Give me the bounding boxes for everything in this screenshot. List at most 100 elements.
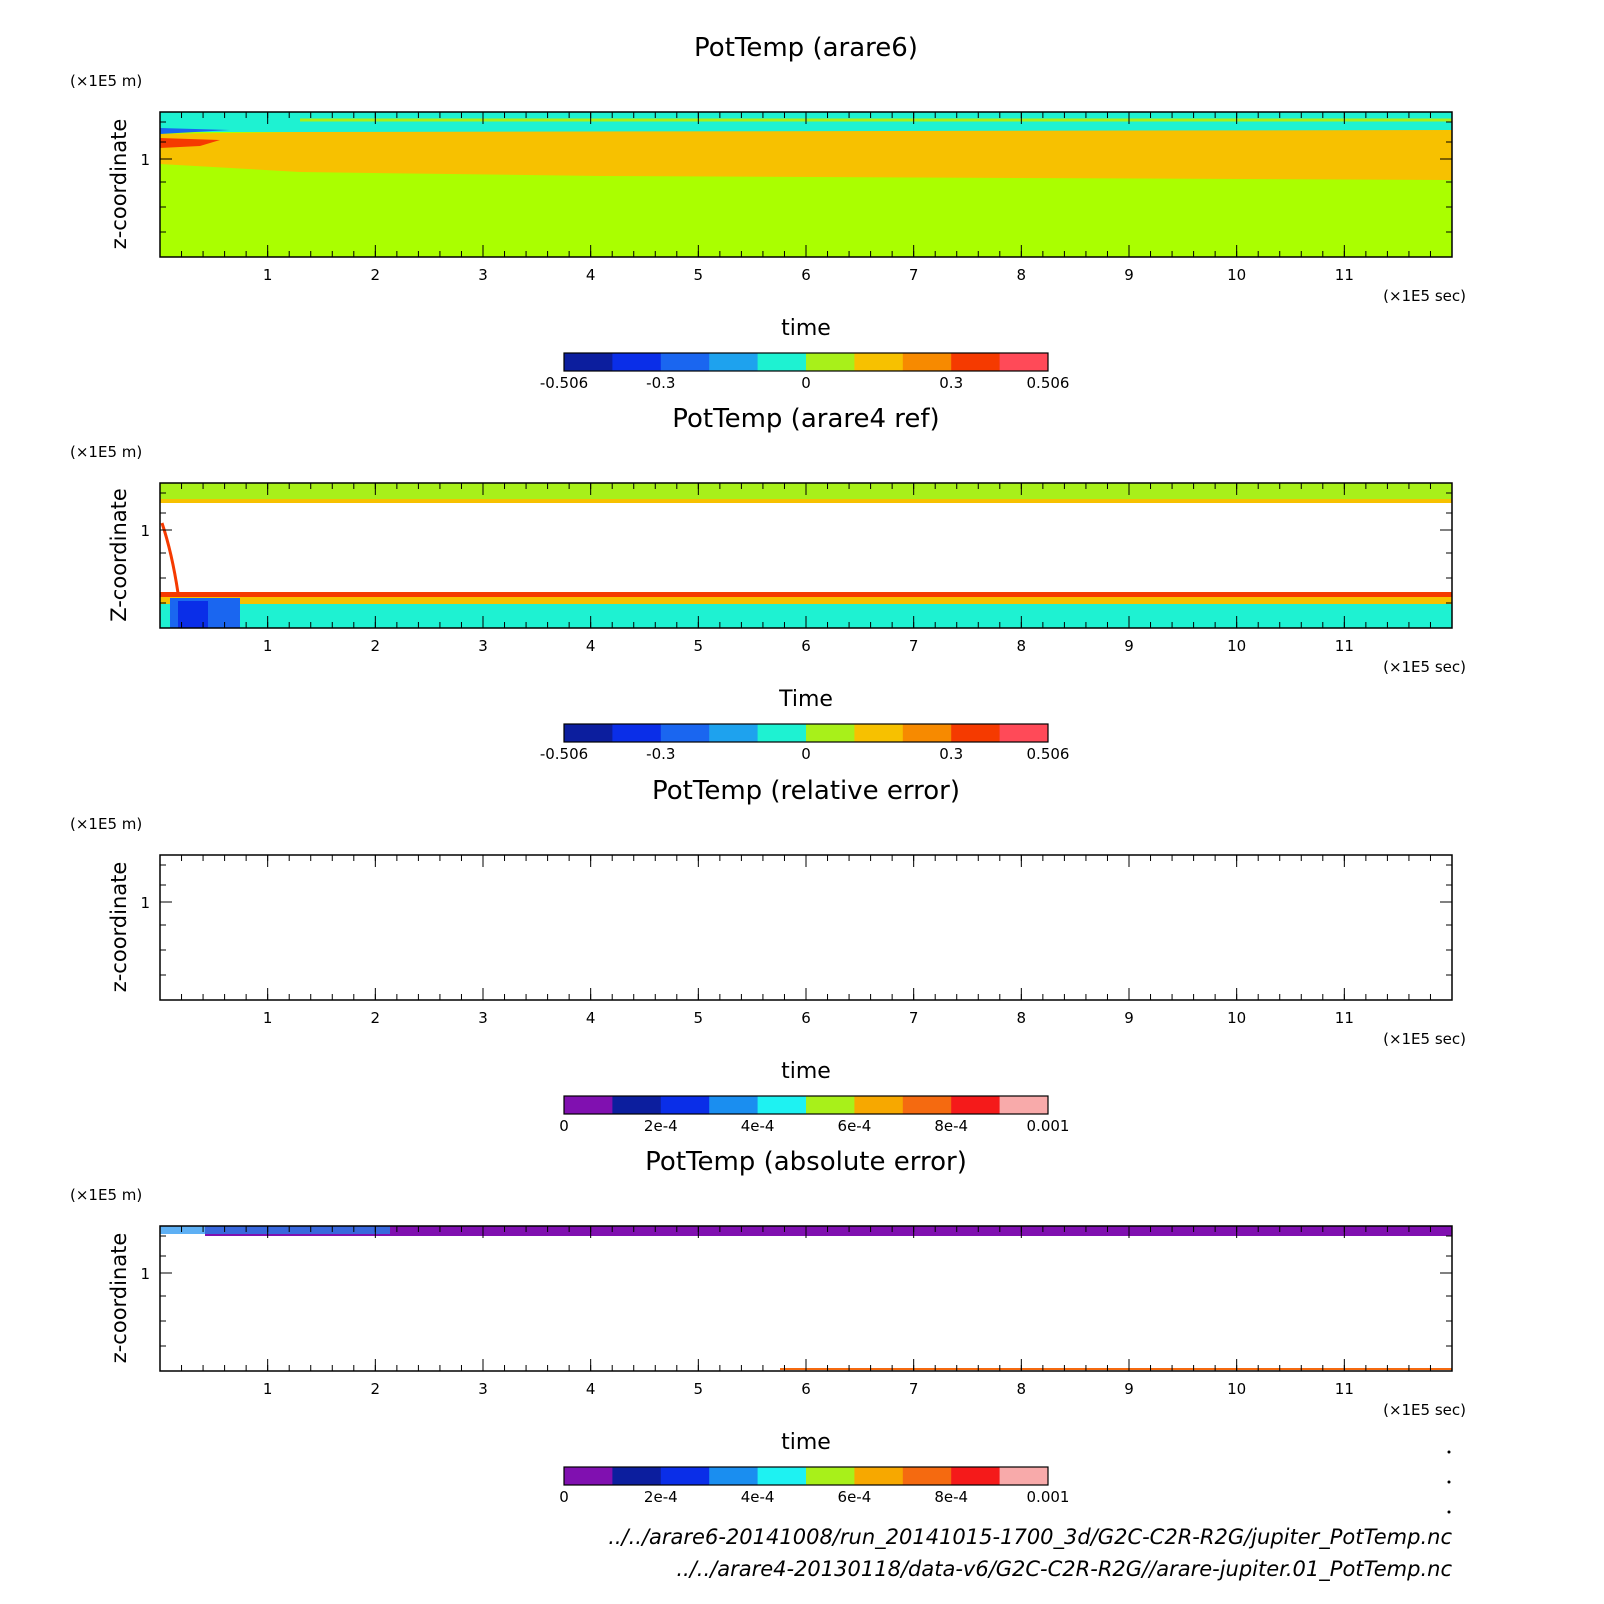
x-unit-label: (×1E5 sec): [1383, 1401, 1466, 1419]
x-tick-label: 6: [801, 1380, 811, 1398]
x-axis-label: time: [781, 1059, 831, 1084]
y-axis-label: Z-coordinate: [107, 488, 131, 622]
x-tick-label: 2: [371, 266, 381, 284]
colorbar-swatch: [757, 1467, 807, 1485]
colorbar-label: 0.3: [939, 745, 963, 763]
field-red-line: [160, 592, 1452, 597]
x-unit-label: (×1E5 sec): [1383, 658, 1466, 676]
x-tick-label: 6: [801, 637, 811, 655]
field-blue-speckle: [160, 1226, 390, 1234]
x-tick-label: 8: [1017, 1380, 1027, 1398]
x-tick-label: 3: [478, 637, 488, 655]
x-tick-label: 5: [694, 637, 704, 655]
colorbar-label: 6e-4: [838, 1117, 872, 1135]
field-orange-band: [160, 130, 1452, 180]
x-tick-label: 11: [1335, 266, 1354, 284]
colorbar-swatch: [902, 1096, 952, 1114]
x-tick-label: 1: [263, 1380, 273, 1398]
x-tick-label: 1: [263, 1009, 273, 1027]
colorbar: -0.506 -0.3 0 0.3 0.506: [540, 352, 1070, 392]
x-tick-label: 9: [1124, 1380, 1134, 1398]
y-axis-label: z-coordinate: [107, 119, 131, 250]
x-unit-label: (×1E5 sec): [1383, 287, 1466, 305]
colorbar-swatch: [999, 353, 1049, 371]
x-tick-label: 8: [1017, 1009, 1027, 1027]
y-tick-label: 1: [140, 894, 150, 912]
colorbar-label: 4e-4: [741, 1117, 775, 1135]
colorbar-frame: [563, 723, 1049, 743]
colorbar-swatch: [612, 1096, 662, 1114]
dot-marker: [1447, 1480, 1451, 1484]
x-tick-label: 1: [263, 266, 273, 284]
colorbar-swatch: [951, 1096, 1001, 1114]
colorbar-label: 0: [801, 374, 811, 392]
colorbar-swatch: [999, 1096, 1049, 1114]
y-axis-label: z-coordinate: [107, 1233, 131, 1364]
x-tick-label: 11: [1335, 637, 1354, 655]
colorbar-label: 0: [559, 1117, 569, 1135]
dot-marker: [1447, 1510, 1451, 1514]
field-orange-line-2: [160, 597, 1452, 604]
x-tick-label: 4: [586, 637, 596, 655]
colorbar-swatch: [951, 353, 1001, 371]
x-unit-label: (×1E5 sec): [1383, 1030, 1466, 1048]
panel-2: PotTemp (arare4 ref)(×1E5 m)1 2 3 4 5 6 7 8 9 10 1…: [70, 404, 1466, 763]
colorbar-label: 8e-4: [934, 1117, 968, 1135]
colorbar-swatch: [709, 1467, 759, 1485]
colorbar-label: 0.3: [939, 374, 963, 392]
colorbar-swatch: [854, 724, 904, 742]
colorbar-label: -0.506: [540, 374, 588, 392]
x-tick-label: 10: [1227, 1380, 1246, 1398]
x-tick-label: 2: [371, 637, 381, 655]
colorbar-swatch: [612, 1467, 662, 1485]
colorbar-label: 2e-4: [644, 1488, 678, 1506]
y-unit-label: (×1E5 m): [70, 815, 142, 833]
colorbar: -0.506 -0.3 0 0.3 0.506: [540, 723, 1069, 763]
colorbar-swatch: [709, 724, 759, 742]
x-axis-label: time: [781, 1430, 831, 1455]
field-orange-line: [160, 499, 1452, 503]
x-tick-label: 7: [909, 637, 919, 655]
panel-title: PotTemp (absolute error): [645, 1147, 967, 1177]
x-tick-label: 5: [694, 1009, 704, 1027]
colorbar-swatch: [902, 1467, 952, 1485]
colorbar-swatch: [660, 353, 710, 371]
colorbar-swatch: [806, 724, 855, 742]
colorbar-swatch: [564, 1096, 613, 1114]
panel-1: PotTemp (arare6)(×1E5 m)1 2 3 4 5 6 7 8 9 10 111z-…: [70, 33, 1466, 392]
colorbar-label: -0.506: [540, 745, 588, 763]
x-tick-label: 4: [586, 1380, 596, 1398]
colorbar-swatch: [902, 353, 952, 371]
colorbar-swatch: [709, 1096, 759, 1114]
x-tick-label: 7: [909, 266, 919, 284]
x-tick-label: 6: [801, 1009, 811, 1027]
colorbar-swatch: [564, 1467, 613, 1485]
x-tick-label: 3: [478, 1380, 488, 1398]
x-tick-label: 9: [1124, 637, 1134, 655]
colorbar-swatch: [854, 1096, 904, 1114]
colorbar-swatch: [660, 1467, 710, 1485]
colorbar-label: 0.001: [1027, 1488, 1070, 1506]
colorbar-label: 4e-4: [741, 1488, 775, 1506]
x-tick-label: 7: [909, 1380, 919, 1398]
colorbar-swatch: [757, 724, 807, 742]
y-unit-label: (×1E5 m): [70, 72, 142, 90]
colorbar-label: 0.001: [1027, 1117, 1070, 1135]
file-path-1: ../../arare6-20141008/run_20141015-1700_…: [608, 1525, 1452, 1550]
colorbar-label: 0: [559, 1488, 569, 1506]
colorbar-label: 0.506: [1027, 374, 1070, 392]
panel-title: PotTemp (arare4 ref): [672, 404, 939, 434]
colorbar-label: 2e-4: [644, 1117, 678, 1135]
x-tick-label: 4: [586, 1009, 596, 1027]
x-tick-label: 11: [1335, 1009, 1354, 1027]
x-tick-label: 9: [1124, 1009, 1134, 1027]
x-tick-label: 2: [371, 1380, 381, 1398]
panel-title: PotTemp (arare6): [694, 33, 918, 63]
y-tick-label: 1: [140, 522, 150, 540]
colorbar-label: 8e-4: [934, 1488, 968, 1506]
x-tick-label: 3: [478, 1009, 488, 1027]
colorbar-swatch: [806, 1096, 855, 1114]
colorbar-swatch: [951, 724, 1001, 742]
colorbar-swatch: [999, 1467, 1049, 1485]
